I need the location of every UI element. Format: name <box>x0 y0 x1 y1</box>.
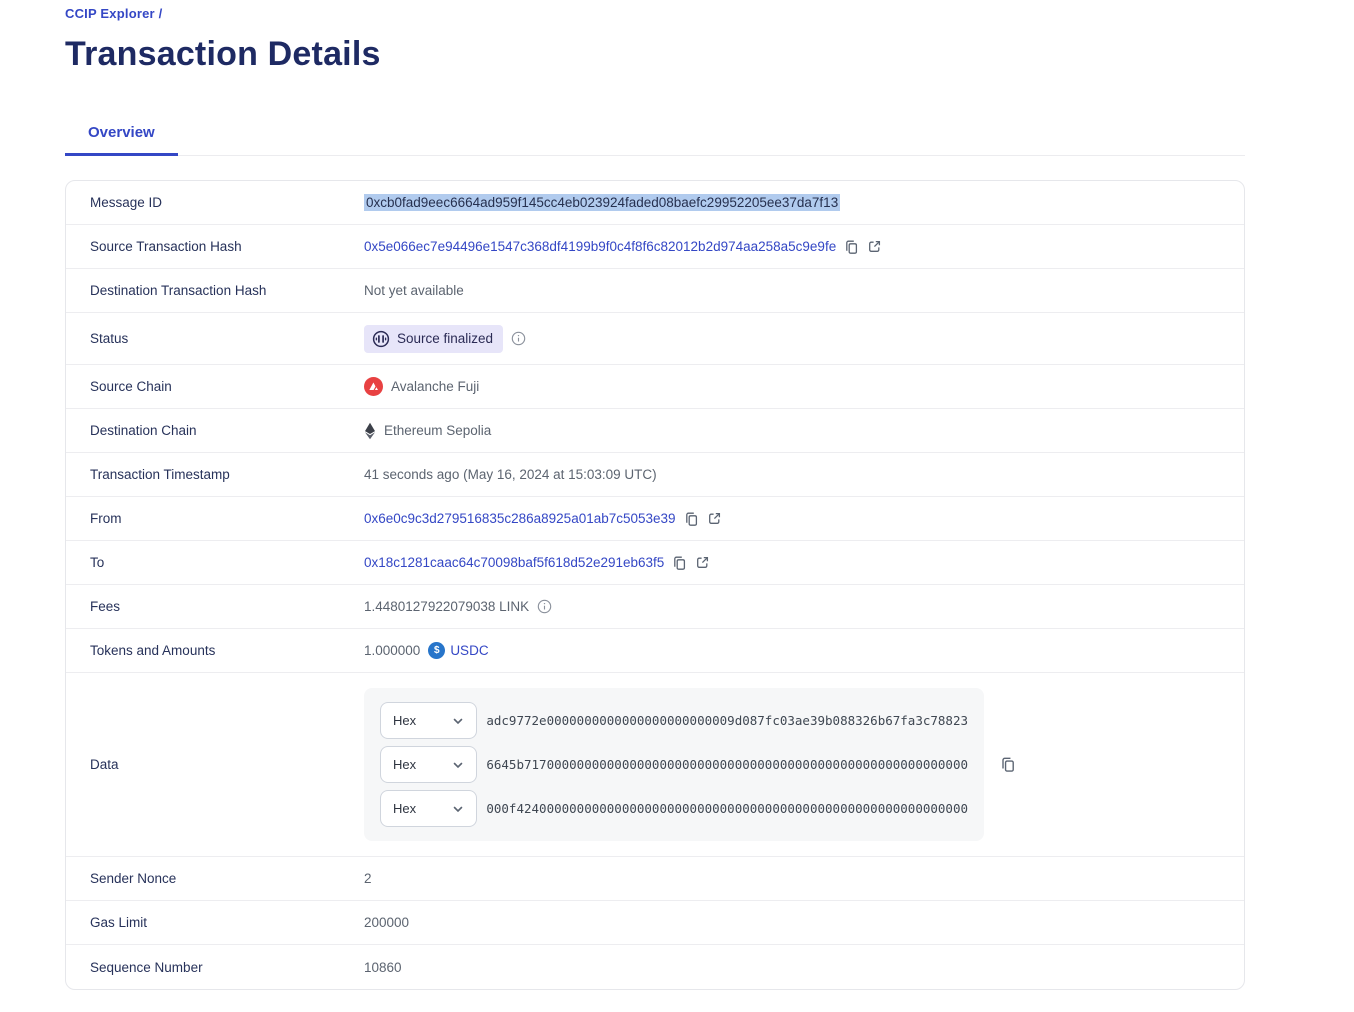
row-to: To 0x18c1281caac64c70098baf5f618d52e291e… <box>66 541 1244 585</box>
details-card: Message ID 0xcb0fad9eec6664ad959f145cc4e… <box>65 180 1245 990</box>
hex-format-label: Hex <box>393 757 417 772</box>
copy-icon <box>674 556 686 570</box>
fees-value: 1.4480127922079038 LINK <box>364 599 530 614</box>
row-label: Fees <box>90 599 121 614</box>
hex-format-select[interactable]: Hex <box>380 746 478 783</box>
message-id-value: 0xcb0fad9eec6664ad959f145cc4eb023924fade… <box>364 194 841 211</box>
tab-bar: Overview <box>65 114 1245 156</box>
data-copy-button[interactable] <box>1000 756 1016 773</box>
chevron-down-icon <box>454 806 463 812</box>
usdc-icon <box>428 642 446 659</box>
data-hex-line: Hex 000f42400000000000000000000000000000… <box>380 790 968 827</box>
chevron-down-icon <box>454 718 463 724</box>
data-hex-line: Hex 6645b7170000000000000000000000000000… <box>380 746 968 783</box>
chevron-down-icon <box>454 762 463 768</box>
row-dest-chain: Destination Chain Ethereum Sepolia <box>66 409 1244 453</box>
row-label: Transaction Timestamp <box>90 467 230 482</box>
data-hex-value: adc9772e0000000000000000000000009d087fc0… <box>486 713 968 728</box>
row-timestamp: Transaction Timestamp 41 seconds ago (Ma… <box>66 453 1244 497</box>
copy-button[interactable] <box>672 555 687 571</box>
row-dest-tx-hash: Destination Transaction Hash Not yet ava… <box>66 269 1244 313</box>
row-label: Tokens and Amounts <box>90 643 216 658</box>
row-fees: Fees 1.4480127922079038 LINK <box>66 585 1244 629</box>
row-label: Gas Limit <box>90 915 148 930</box>
transaction-details-page: CCIP Explorer / Transaction Details Over… <box>0 0 1354 990</box>
row-sender-nonce: Sender Nonce 2 <box>66 857 1244 901</box>
external-link-button[interactable] <box>695 555 710 570</box>
status-info-button[interactable] <box>511 331 526 346</box>
row-label: From <box>90 511 122 526</box>
timestamp-value: 41 seconds ago (May 16, 2024 at 15:03:09… <box>364 467 657 482</box>
row-label: Destination Chain <box>90 423 197 438</box>
copy-icon <box>1002 757 1014 772</box>
hex-format-label: Hex <box>393 801 417 816</box>
row-source-chain: Source Chain Avalanche Fuji <box>66 365 1244 409</box>
row-data: Data Hex adc9772e00000000000000000000000… <box>66 673 1244 857</box>
copy-icon <box>846 240 858 254</box>
row-source-tx-hash: Source Transaction Hash 0x5e066ec7e94496… <box>66 225 1244 269</box>
hex-format-label: Hex <box>393 713 417 728</box>
token-amount-value: 1.000000 <box>364 643 421 658</box>
info-icon <box>537 599 552 614</box>
row-sequence-number: Sequence Number 10860 <box>66 945 1244 989</box>
row-status: Status Source finalized <box>66 313 1244 365</box>
row-message-id: Message ID 0xcb0fad9eec6664ad959f145cc4e… <box>66 181 1244 225</box>
dest-tx-hash-value: Not yet available <box>364 283 464 298</box>
tab-overview[interactable]: Overview <box>65 114 178 156</box>
source-chain-value: Avalanche Fuji <box>391 379 480 394</box>
row-label: Source Transaction Hash <box>90 239 242 254</box>
avalanche-fuji-icon <box>364 377 383 396</box>
copy-icon <box>685 512 697 526</box>
breadcrumb-separator: / <box>158 6 163 21</box>
row-label: To <box>90 555 105 570</box>
row-gas-limit: Gas Limit 200000 <box>66 901 1244 945</box>
token-symbol: USDC <box>450 643 489 658</box>
external-link-button[interactable] <box>707 511 722 526</box>
external-link-icon <box>708 512 720 524</box>
breadcrumb: CCIP Explorer / <box>65 6 1245 21</box>
info-icon <box>511 331 526 346</box>
copy-button[interactable] <box>844 239 859 255</box>
usdc-token-link[interactable]: USDC <box>428 642 489 659</box>
dest-chain-value: Ethereum Sepolia <box>384 423 492 438</box>
sender-nonce-value: 2 <box>364 871 372 886</box>
external-link-icon <box>697 556 709 568</box>
row-label: Sender Nonce <box>90 871 177 886</box>
copy-button[interactable] <box>684 511 699 527</box>
to-address-link[interactable]: 0x18c1281caac64c70098baf5f618d52e291eb63… <box>364 555 665 570</box>
row-label: Destination Transaction Hash <box>90 283 267 298</box>
row-tokens-and-amounts: Tokens and Amounts 1.000000 USDC <box>66 629 1244 673</box>
data-hex-box: Hex adc9772e0000000000000000000000009d08… <box>364 688 984 841</box>
status-badge: Source finalized <box>364 324 504 353</box>
broadcast-icon <box>372 330 390 347</box>
external-link-button[interactable] <box>867 239 882 254</box>
row-label: Sequence Number <box>90 959 203 975</box>
row-label: Message ID <box>90 195 163 210</box>
from-address-link[interactable]: 0x6e0c9c3d279516835c286a8925a01ab7c5053e… <box>364 511 676 526</box>
sequence-number-value: 10860 <box>364 959 402 975</box>
row-label: Source Chain <box>90 379 172 394</box>
fees-info-button[interactable] <box>537 599 552 614</box>
data-hex-line: Hex adc9772e0000000000000000000000009d08… <box>380 702 968 739</box>
breadcrumb-link-ccip-explorer[interactable]: CCIP Explorer <box>65 6 155 21</box>
row-label: Data <box>90 757 119 772</box>
hex-format-select[interactable]: Hex <box>380 702 478 739</box>
gas-limit-value: 200000 <box>364 915 410 930</box>
row-label: Status <box>90 331 129 346</box>
status-badge-label: Source finalized <box>397 331 494 346</box>
ethereum-icon <box>365 422 375 439</box>
source-tx-hash-link[interactable]: 0x5e066ec7e94496e1547c368df4199b9f0c4f8f… <box>364 239 837 254</box>
page-title: Transaction Details <box>65 35 381 73</box>
row-from: From 0x6e0c9c3d279516835c286a8925a01ab7c… <box>66 497 1244 541</box>
data-hex-value: 000f424000000000000000000000000000000000… <box>486 801 968 816</box>
data-hex-value: 6645b71700000000000000000000000000000000… <box>486 757 968 772</box>
hex-format-select[interactable]: Hex <box>380 790 478 827</box>
external-link-icon <box>869 240 881 252</box>
